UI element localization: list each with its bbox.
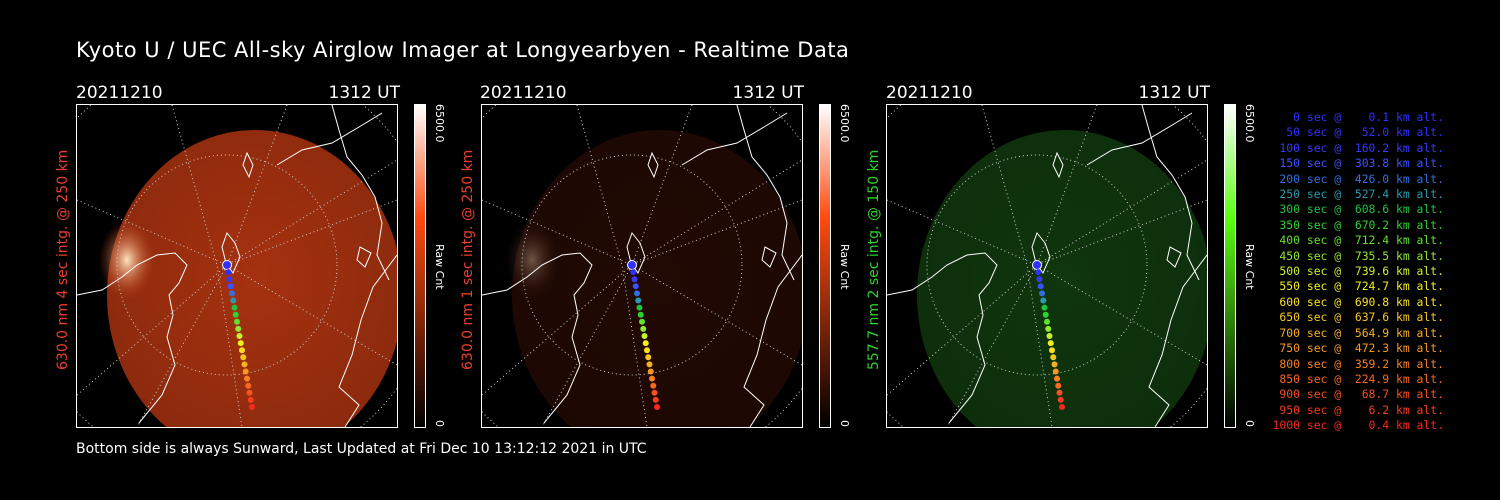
legend-row: 550 sec @ 724.7 km alt. (1272, 279, 1444, 294)
legend-row: 450 sec @ 735.5 km alt. (1272, 248, 1444, 263)
panel-1-colorbar (414, 104, 426, 428)
panel-3-date: 20211210 (886, 83, 973, 103)
panel-3-time: 1312 UT (1138, 83, 1211, 103)
legend-row: 400 sec @ 712.4 km alt. (1272, 233, 1444, 248)
panel-1-image (76, 104, 398, 428)
page-title: Kyoto U / UEC All-sky Airglow Imager at … (76, 38, 850, 62)
panel-3-image (886, 104, 1208, 428)
panel-1-side-label: 630.0 nm 4 sec intg. @ 250 km (55, 149, 71, 370)
legend-row: 50 sec @ 52.0 km alt. (1272, 125, 1444, 140)
panel-2-colorbar (819, 104, 831, 428)
legend-row: 350 sec @ 670.2 km alt. (1272, 217, 1444, 232)
panel-2-colorbar-unit: Raw Cnt (838, 244, 851, 290)
legend-row: 800 sec @ 359.2 km alt. (1272, 356, 1444, 371)
legend-row: 200 sec @ 426.0 km alt. (1272, 171, 1444, 186)
legend-row: 100 sec @ 160.2 km alt. (1272, 140, 1444, 155)
panel-2-time: 1312 UT (732, 83, 805, 103)
legend-row: 1000 sec @ 0.4 km alt. (1272, 418, 1444, 433)
panel-3-side-label: 557.7 nm 2 sec intg. @ 150 km (866, 149, 882, 370)
legend-row: 600 sec @ 690.8 km alt. (1272, 294, 1444, 309)
trajectory-legend: 0 sec @ 0.1 km alt. 50 sec @ 52.0 km alt… (1240, 110, 1444, 434)
panel-1-colorbar-min: 0 (433, 420, 446, 427)
legend-row: 0 sec @ 0.1 km alt. (1272, 110, 1444, 124)
legend-row: 650 sec @ 637.6 km alt. (1272, 310, 1444, 325)
panel-2-date: 20211210 (480, 83, 567, 103)
legend-row: 300 sec @ 608.6 km alt. (1272, 202, 1444, 217)
legend-row: 750 sec @ 472.3 km alt. (1272, 341, 1444, 356)
panel-2-colorbar-min: 0 (838, 420, 851, 427)
legend-row: 700 sec @ 564.9 km alt. (1272, 325, 1444, 340)
footer-note: Bottom side is always Sunward, Last Upda… (76, 441, 647, 457)
legend-row: 150 sec @ 303.8 km alt. (1272, 156, 1444, 171)
panel-2-image (481, 104, 803, 428)
panel-3-colorbar (1224, 104, 1236, 428)
legend-row: 900 sec @ 68.7 km alt. (1272, 387, 1444, 402)
panel-1-date: 20211210 (76, 83, 163, 103)
panel-1-colorbar-max: 6500.0 (433, 104, 446, 143)
legend-row: 950 sec @ 6.2 km alt. (1272, 402, 1444, 417)
panel-1-colorbar-unit: Raw Cnt (433, 244, 446, 290)
legend-row: 500 sec @ 739.6 km alt. (1272, 264, 1444, 279)
legend-row: 250 sec @ 527.4 km alt. (1272, 187, 1444, 202)
panel-2-side-label: 630.0 nm 1 sec intg. @ 250 km (460, 149, 476, 370)
legend-row: 850 sec @ 224.9 km alt. (1272, 371, 1444, 386)
panel-2-colorbar-max: 6500.0 (838, 104, 851, 143)
panel-1-time: 1312 UT (328, 83, 401, 103)
